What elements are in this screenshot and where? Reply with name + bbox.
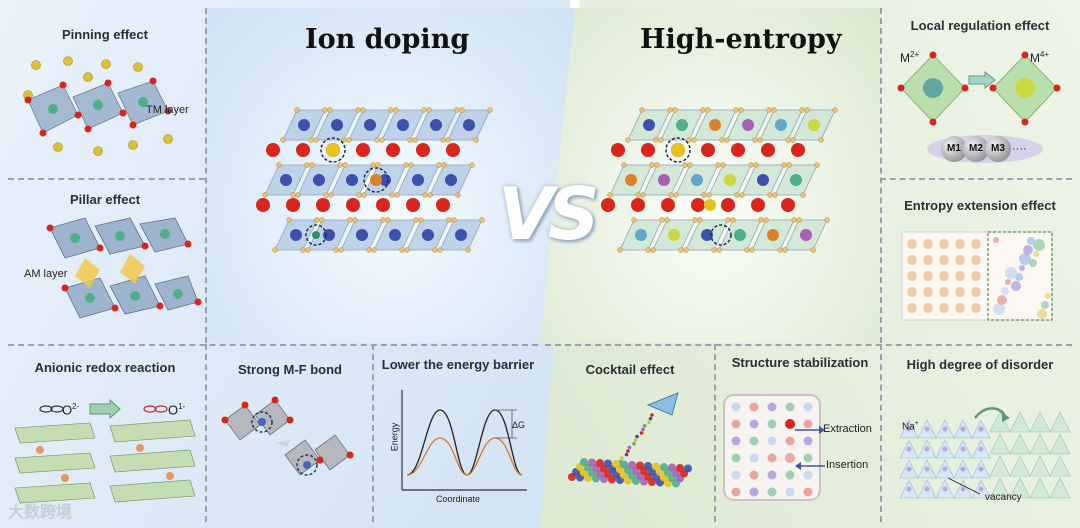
local-regulation-title: Local regulation effect (910, 18, 1050, 33)
strong-mf-bond-title: Strong M-F bond (238, 362, 342, 377)
divider (880, 8, 882, 343)
energy-barrier-title: Lower the energy barrier (381, 357, 535, 372)
insertion-label: Insertion (826, 459, 869, 471)
ion-doping-lattice (256, 107, 493, 253)
divider (8, 178, 205, 180)
vs-label: VS (498, 172, 600, 256)
divider (372, 344, 374, 522)
divider (880, 344, 882, 522)
pinning-effect-illustration (23, 56, 173, 156)
m2-label: M2+ (900, 50, 920, 65)
divider (545, 344, 1072, 346)
m1-atom: M1 (941, 136, 967, 162)
coordinate-axis-label: Coordinate (436, 494, 481, 504)
high-entropy-lattice (601, 107, 838, 253)
pillar-effect-title: Pillar effect (69, 192, 141, 207)
m2-atom: M2 (963, 136, 989, 162)
extraction-arrow (795, 426, 825, 434)
divider (714, 344, 716, 522)
divider (8, 344, 538, 346)
m3-atom: M3 (985, 136, 1011, 162)
strong-mf-bond-illustration (221, 396, 354, 476)
cocktail-effect-illustration (568, 392, 692, 488)
o1-label: O1- (168, 402, 186, 418)
divider (205, 8, 207, 343)
energy-barrier-plot (401, 390, 527, 491)
high-disorder-title: High degree of disorder (906, 357, 1054, 372)
divider (205, 344, 207, 522)
local-regulation-illustration (897, 51, 1061, 126)
entropy-extension-title: Entropy extension effect (904, 198, 1056, 213)
structure-stabilization-illustration (723, 394, 821, 501)
watermark: 大数跨境 (8, 504, 73, 521)
am-layer-label: AM layer (24, 268, 68, 280)
energy-axis-label: Energy (389, 422, 400, 452)
divider (880, 178, 1072, 180)
tm-layer-label: TM layer (146, 104, 189, 116)
anionic-redox-title: Anionic redox reaction (34, 360, 176, 375)
delta-g-label: ΔG (512, 420, 526, 430)
entropy-extension-illustration (901, 231, 1053, 321)
pillar-effect-illustration (46, 217, 202, 319)
vacancy-label: vacancy (985, 492, 1022, 503)
structure-stabilization-title: Structure stabilization (731, 355, 869, 370)
na-label: Na+ (902, 420, 919, 433)
anionic-redox-illustration (14, 398, 196, 504)
o2-label: O2- (62, 402, 80, 418)
m4-label: M4+ (1030, 50, 1050, 65)
extraction-label: Extraction (823, 423, 872, 435)
insertion-arrow (795, 462, 825, 470)
ion-doping-title: Ion doping (305, 24, 470, 55)
high-entropy-title: High-entropy (640, 24, 842, 55)
high-disorder-illustration (899, 407, 1071, 499)
cocktail-effect-title: Cocktail effect (585, 362, 675, 377)
more-atoms-ellipsis: ···· (1012, 143, 1027, 155)
pinning-effect-title: Pinning effect (62, 27, 148, 42)
